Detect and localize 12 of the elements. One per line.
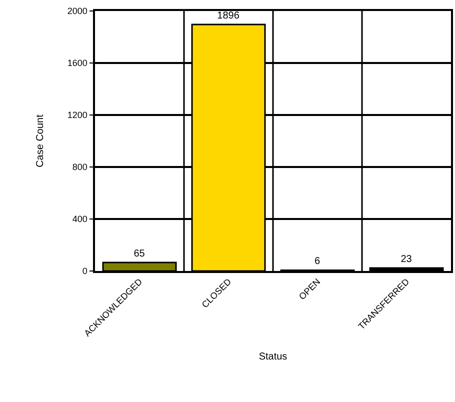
y-tick-label: 0	[82, 266, 88, 276]
y-tick-label: 2000	[67, 6, 88, 16]
y-tick-label: 1600	[67, 58, 88, 68]
y-tick-label: 1200	[67, 110, 88, 120]
y-tick-label: 400	[72, 214, 88, 224]
data-label: 6	[314, 256, 320, 268]
x-axis-title: Status	[258, 351, 288, 362]
data-label: 65	[134, 248, 146, 260]
data-label: 1896	[217, 10, 240, 22]
y-axis-title: Case Count	[34, 114, 46, 168]
y-tick-label: 800	[72, 162, 88, 172]
data-label: 23	[400, 254, 412, 266]
